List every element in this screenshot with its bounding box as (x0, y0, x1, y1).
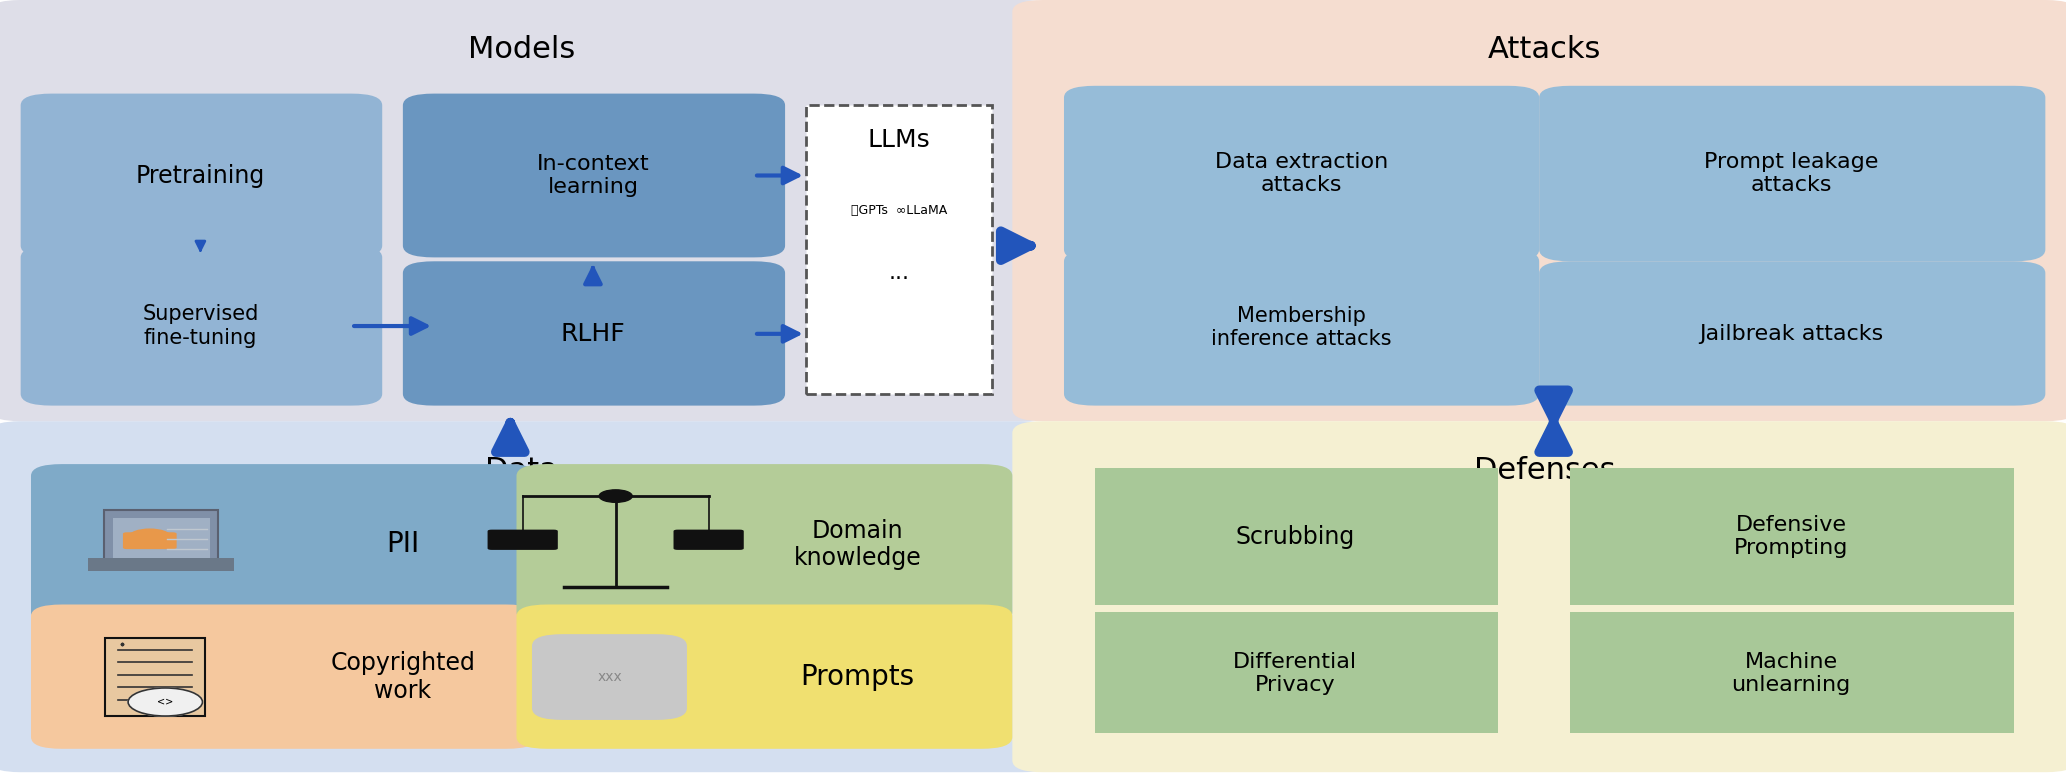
FancyBboxPatch shape (1064, 250, 1539, 406)
Text: <>: <> (157, 697, 174, 707)
FancyBboxPatch shape (114, 518, 211, 558)
Text: Domain
knowledge: Domain knowledge (793, 519, 921, 570)
Text: Data extraction
attacks: Data extraction attacks (1215, 151, 1388, 195)
Text: Differential
Privacy: Differential Privacy (1233, 651, 1357, 695)
Text: Copyrighted
work: Copyrighted work (331, 651, 475, 703)
FancyBboxPatch shape (1570, 612, 2014, 733)
Text: Jailbreak attacks: Jailbreak attacks (1698, 324, 1884, 344)
FancyBboxPatch shape (1012, 0, 2066, 421)
FancyBboxPatch shape (0, 0, 1054, 421)
Text: In-context
learning: In-context learning (537, 154, 649, 197)
FancyBboxPatch shape (21, 94, 382, 257)
Text: Scrubbing: Scrubbing (1235, 525, 1355, 548)
Text: ...: ... (888, 263, 909, 283)
FancyBboxPatch shape (1095, 612, 1498, 733)
FancyBboxPatch shape (0, 421, 1054, 772)
Text: Supervised
fine-tuning: Supervised fine-tuning (143, 304, 258, 348)
FancyBboxPatch shape (1095, 468, 1498, 604)
Text: ⓈGPTs  ∞LLaMA: ⓈGPTs ∞LLaMA (851, 204, 946, 217)
Text: xxx: xxx (597, 670, 622, 684)
FancyBboxPatch shape (531, 634, 686, 720)
Text: Pretraining: Pretraining (136, 164, 264, 187)
Text: RLHF: RLHF (560, 322, 626, 346)
FancyBboxPatch shape (403, 94, 785, 257)
FancyBboxPatch shape (403, 261, 785, 406)
Text: LLMs: LLMs (868, 129, 930, 152)
Circle shape (599, 490, 632, 502)
FancyBboxPatch shape (105, 638, 205, 716)
FancyBboxPatch shape (488, 530, 558, 550)
FancyBboxPatch shape (1064, 86, 1539, 261)
Text: Defensive
Prompting: Defensive Prompting (1733, 515, 1849, 558)
Text: Defenses: Defenses (1473, 456, 1616, 485)
Text: PII: PII (386, 530, 419, 558)
FancyBboxPatch shape (806, 105, 992, 394)
Circle shape (130, 529, 171, 544)
FancyBboxPatch shape (674, 530, 744, 550)
FancyBboxPatch shape (516, 604, 1012, 749)
Text: Models: Models (469, 35, 574, 64)
FancyBboxPatch shape (1570, 468, 2014, 604)
FancyBboxPatch shape (516, 464, 1012, 624)
FancyBboxPatch shape (31, 464, 537, 624)
FancyBboxPatch shape (105, 510, 219, 563)
Text: Membership
inference attacks: Membership inference attacks (1211, 306, 1392, 349)
FancyBboxPatch shape (87, 558, 236, 571)
FancyBboxPatch shape (1012, 421, 2066, 772)
Text: Machine
unlearning: Machine unlearning (1731, 651, 1851, 695)
Text: Prompts: Prompts (800, 663, 915, 691)
FancyBboxPatch shape (31, 604, 537, 749)
Text: Attacks: Attacks (1488, 35, 1601, 64)
FancyBboxPatch shape (21, 246, 382, 406)
FancyBboxPatch shape (1539, 261, 2045, 406)
FancyBboxPatch shape (1539, 86, 2045, 261)
Text: Data: Data (486, 456, 558, 485)
Text: Prompt leakage
attacks: Prompt leakage attacks (1704, 151, 1878, 195)
FancyBboxPatch shape (124, 532, 178, 549)
Circle shape (128, 688, 202, 716)
